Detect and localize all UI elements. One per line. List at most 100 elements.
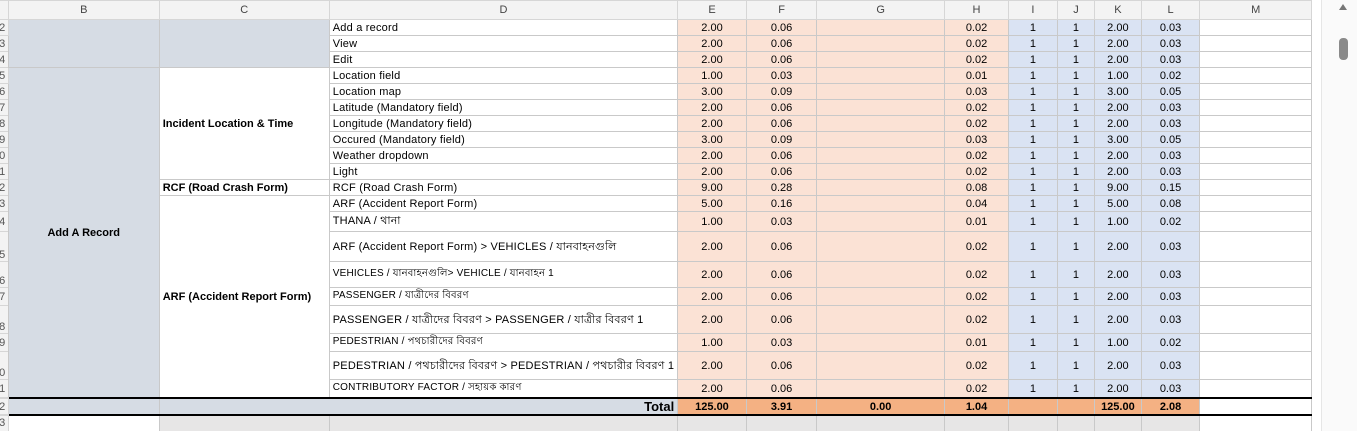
cell-i[interactable]: 1 (1008, 67, 1058, 84)
total-l[interactable]: 2.08 (1140, 397, 1201, 416)
cell-i[interactable]: 1 (1008, 231, 1058, 262)
cell-i[interactable]: 1 (1008, 99, 1058, 116)
cell-m[interactable] (1199, 379, 1312, 399)
cell-j[interactable]: 1 (1056, 51, 1096, 68)
cell-test-item[interactable]: RCF (Road Crash Form) (328, 179, 679, 196)
cell-k[interactable]: 2.00 (1094, 287, 1142, 306)
row-number[interactable]: 71 (0, 379, 9, 399)
col-header-e[interactable]: E (677, 0, 747, 20)
cell-l[interactable]: 0.03 (1140, 261, 1201, 288)
cell-g[interactable] (816, 131, 945, 148)
cell-e[interactable]: 9.00 (677, 179, 747, 196)
cell-h[interactable]: 0.02 (943, 51, 1010, 68)
cell-m[interactable] (1199, 67, 1312, 84)
cell-h[interactable]: 0.01 (943, 333, 1010, 352)
col-header-d[interactable]: D (328, 0, 679, 20)
cell-k[interactable]: 9.00 (1094, 179, 1142, 196)
cell-i[interactable]: 1 (1008, 83, 1058, 100)
cell-i[interactable]: 1 (1008, 351, 1058, 380)
cell-m[interactable] (1199, 131, 1312, 148)
total-label[interactable]: Total (158, 397, 679, 416)
cell-l[interactable]: 0.03 (1140, 35, 1201, 52)
cell-m[interactable] (1199, 51, 1312, 68)
cell-test-item[interactable]: ARF (Accident Report Form) (328, 195, 679, 212)
select-all-corner[interactable] (0, 0, 9, 20)
total-f[interactable]: 3.91 (745, 397, 818, 416)
row-number[interactable]: 70 (0, 351, 9, 380)
cell-j[interactable]: 1 (1056, 67, 1096, 84)
cell-i[interactable]: 1 (1008, 19, 1058, 36)
cell-i[interactable] (1008, 414, 1058, 431)
cell-e[interactable]: 1.00 (677, 333, 747, 352)
cell-test-item[interactable]: Light (328, 163, 679, 180)
col-header-h[interactable]: H (943, 0, 1010, 20)
cell-m[interactable] (1199, 99, 1312, 116)
cell-c[interactable] (158, 414, 330, 431)
cell-test-item[interactable]: CONTRIBUTORY FACTOR / সহায়ক কারণ (328, 379, 679, 399)
cell-m[interactable] (1199, 147, 1312, 164)
row-number[interactable]: 54 (0, 51, 9, 68)
cell-i[interactable]: 1 (1008, 179, 1058, 196)
cell-m[interactable] (1199, 351, 1312, 380)
cell-test-item[interactable]: PEDESTRIAN / পথচারীদের বিবরণ (328, 333, 679, 352)
cell-k[interactable] (1094, 414, 1142, 431)
cell-h[interactable]: 0.02 (943, 379, 1010, 399)
cell-h[interactable] (943, 414, 1010, 431)
cell-k[interactable]: 2.00 (1094, 35, 1142, 52)
cell-g[interactable] (816, 115, 945, 132)
cell-f[interactable]: 0.06 (745, 19, 818, 36)
cell-e[interactable]: 1.00 (677, 67, 747, 84)
cell-test-item[interactable]: ARF (Accident Report Form) > VEHICLES / … (328, 231, 679, 262)
cell-i[interactable]: 1 (1008, 195, 1058, 212)
cell-h[interactable]: 0.02 (943, 35, 1010, 52)
col-header-j[interactable]: J (1056, 0, 1096, 20)
cell-l[interactable]: 0.03 (1140, 115, 1201, 132)
cell-e[interactable]: 3.00 (677, 83, 747, 100)
cell-test-item[interactable]: THANA / থানা (328, 211, 679, 232)
cell-l[interactable]: 0.02 (1140, 211, 1201, 232)
cell-m[interactable] (1199, 397, 1312, 416)
cell-h[interactable]: 0.02 (943, 147, 1010, 164)
cell-k[interactable]: 5.00 (1094, 195, 1142, 212)
row-number[interactable]: 66 (0, 261, 9, 288)
cell-e[interactable]: 2.00 (677, 379, 747, 399)
cell-f[interactable]: 0.06 (745, 99, 818, 116)
cell-l[interactable]: 0.03 (1140, 163, 1201, 180)
scroll-thumb[interactable] (1339, 38, 1348, 60)
cell-j[interactable]: 1 (1056, 287, 1096, 306)
cell-h[interactable]: 0.03 (943, 131, 1010, 148)
cell-i[interactable]: 1 (1008, 115, 1058, 132)
total-g[interactable]: 0.00 (816, 397, 945, 416)
cell-l[interactable]: 0.05 (1140, 83, 1201, 100)
cell-h[interactable]: 0.02 (943, 305, 1010, 334)
cell-test-item[interactable]: View (328, 35, 679, 52)
cell-e[interactable]: 2.00 (677, 305, 747, 334)
col-header-l[interactable]: L (1140, 0, 1201, 20)
cell-m[interactable] (1199, 83, 1312, 100)
cell-e[interactable] (677, 414, 747, 431)
cell-j[interactable]: 1 (1056, 333, 1096, 352)
cell-e[interactable]: 2.00 (677, 35, 747, 52)
cell-k[interactable]: 2.00 (1094, 51, 1142, 68)
cell-k[interactable]: 2.00 (1094, 305, 1142, 334)
cell-b-block-top[interactable] (7, 19, 160, 68)
cell-m[interactable] (1199, 35, 1312, 52)
cell-f[interactable]: 0.06 (745, 305, 818, 334)
cell-g[interactable] (816, 351, 945, 380)
cell-h[interactable]: 0.02 (943, 115, 1010, 132)
row-number[interactable]: 72 (0, 397, 9, 416)
cell-g[interactable] (816, 51, 945, 68)
cell-j[interactable]: 1 (1056, 179, 1096, 196)
merged-add-a-record[interactable]: Add A Record (7, 67, 160, 399)
row-number[interactable]: 56 (0, 83, 9, 100)
col-header-i[interactable]: I (1008, 0, 1058, 20)
cell-k[interactable]: 2.00 (1094, 351, 1142, 380)
cell-k[interactable]: 1.00 (1094, 67, 1142, 84)
cell-h[interactable]: 0.01 (943, 211, 1010, 232)
row-number[interactable]: 69 (0, 333, 9, 352)
cell-i[interactable]: 1 (1008, 379, 1058, 399)
row-number[interactable]: 60 (0, 147, 9, 164)
cell-j[interactable]: 1 (1056, 115, 1096, 132)
cell-j[interactable] (1056, 414, 1096, 431)
cell-b-total[interactable] (7, 397, 160, 416)
